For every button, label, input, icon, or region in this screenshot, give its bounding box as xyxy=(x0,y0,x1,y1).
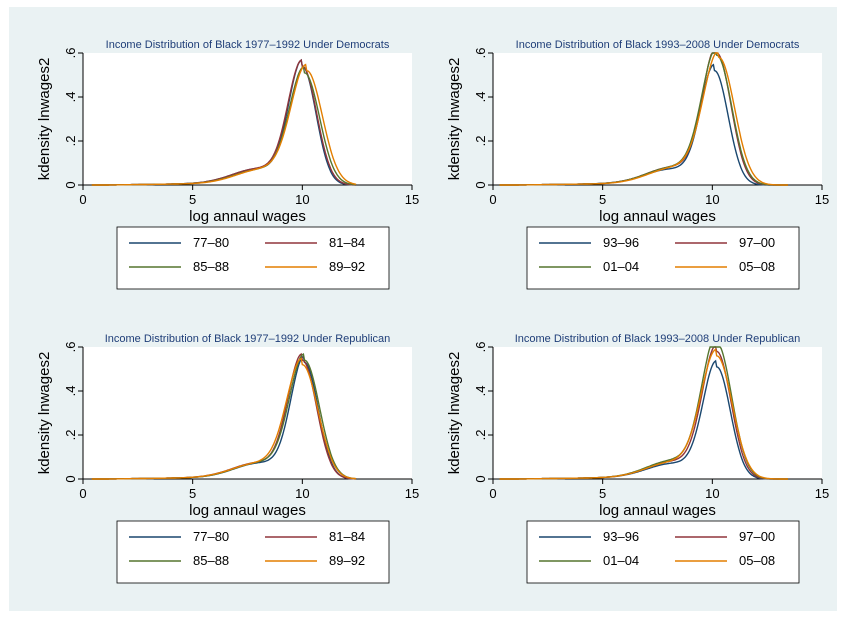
x-tick-label: 10 xyxy=(705,486,719,501)
legend-label: 89–92 xyxy=(329,259,365,274)
x-axis-label: log annaul wages xyxy=(599,502,716,519)
x-tick-label: 15 xyxy=(405,486,419,501)
y-axis-label: kdensity lnwages2 xyxy=(36,58,53,181)
legend-box xyxy=(526,226,800,290)
x-tick-label: 0 xyxy=(489,486,496,501)
x-tick-label: 0 xyxy=(489,192,496,207)
charts-canvas: Income Distribution of Black 1977–1992 U… xyxy=(36,39,829,584)
figure-panel: Income Distribution of Black 1977–1992 U… xyxy=(9,7,837,611)
legend-label: 85–88 xyxy=(193,259,229,274)
chart-panel-3: Income Distribution of Black 1977–1992 U… xyxy=(36,333,419,584)
x-tick-label: 5 xyxy=(189,192,196,207)
legend-label: 89–92 xyxy=(329,553,365,568)
legend-box xyxy=(116,226,390,290)
x-tick-label: 5 xyxy=(599,486,606,501)
y-tick-label: 0 xyxy=(473,181,488,188)
y-tick-label: .2 xyxy=(473,136,488,147)
x-tick-label: 15 xyxy=(815,486,829,501)
legend-label: 05–08 xyxy=(739,259,775,274)
x-axis-label: log annaul wages xyxy=(189,502,306,519)
legend-label: 93–96 xyxy=(603,235,639,250)
legend-label: 85–88 xyxy=(193,553,229,568)
plot-area xyxy=(493,53,822,185)
x-tick-label: 10 xyxy=(295,192,309,207)
y-axis-label: kdensity lnwages2 xyxy=(446,58,463,181)
legend-label: 93–96 xyxy=(603,529,639,544)
series-line-4 xyxy=(91,63,357,186)
chart-panel-4: Income Distribution of Black 1993–2008 U… xyxy=(446,333,829,584)
y-tick-label: .2 xyxy=(63,136,78,147)
legend-label: 81–84 xyxy=(329,529,365,544)
x-tick-label: 15 xyxy=(815,192,829,207)
x-axis-label: log annaul wages xyxy=(189,208,306,225)
legend-box xyxy=(116,520,390,584)
legend-label: 77–80 xyxy=(193,235,229,250)
x-tick-label: 10 xyxy=(295,486,309,501)
series-line-4 xyxy=(91,357,357,480)
x-tick-label: 5 xyxy=(189,486,196,501)
chart-title: Income Distribution of Black 1977–1992 U… xyxy=(106,39,390,51)
y-tick-label: .4 xyxy=(63,92,78,103)
x-tick-label: 0 xyxy=(79,486,86,501)
legend: 77–80 81–84 85–88 89–92 xyxy=(116,226,390,290)
y-tick-label: .4 xyxy=(473,92,488,103)
y-tick-label: .6 xyxy=(473,342,488,353)
chart-title: Income Distribution of Black 1993–2008 U… xyxy=(515,333,801,345)
legend-label: 05–08 xyxy=(739,553,775,568)
y-axis-label: kdensity lnwages2 xyxy=(36,352,53,475)
chart-panel-1: Income Distribution of Black 1977–1992 U… xyxy=(36,39,419,290)
legend-label: 97–00 xyxy=(739,235,775,250)
legend-label: 01–04 xyxy=(603,259,639,274)
legend-label: 77–80 xyxy=(193,529,229,544)
legend: 77–80 81–84 85–88 89–92 xyxy=(116,520,390,584)
x-tick-label: 0 xyxy=(79,192,86,207)
x-axis-label: log annaul wages xyxy=(599,208,716,225)
legend-box xyxy=(526,520,800,584)
chart-title: Income Distribution of Black 1977–1992 U… xyxy=(105,333,391,345)
y-tick-label: .4 xyxy=(63,386,78,397)
legend: 93–96 97–00 01–04 05–08 xyxy=(526,520,800,584)
chart-panel-2: Income Distribution of Black 1993–2008 U… xyxy=(446,39,829,290)
y-tick-label: .2 xyxy=(473,430,488,441)
y-tick-label: .6 xyxy=(473,48,488,59)
y-tick-label: 0 xyxy=(473,475,488,482)
plot-area xyxy=(83,53,412,185)
legend-label: 81–84 xyxy=(329,235,365,250)
legend: 93–96 97–00 01–04 05–08 xyxy=(526,226,800,290)
chart-title: Income Distribution of Black 1993–2008 U… xyxy=(516,39,800,51)
plot-area xyxy=(83,347,412,479)
y-tick-label: 0 xyxy=(63,475,78,482)
x-tick-label: 5 xyxy=(599,192,606,207)
y-tick-label: .6 xyxy=(63,342,78,353)
x-tick-label: 15 xyxy=(405,192,419,207)
legend-label: 01–04 xyxy=(603,553,639,568)
plot-area xyxy=(493,347,822,479)
y-tick-label: .6 xyxy=(63,48,78,59)
y-tick-label: 0 xyxy=(63,181,78,188)
series-line-4 xyxy=(499,52,788,186)
legend-label: 97–00 xyxy=(739,529,775,544)
y-tick-label: .4 xyxy=(473,386,488,397)
series-line-4 xyxy=(499,348,788,480)
x-tick-label: 10 xyxy=(705,192,719,207)
y-axis-label: kdensity lnwages2 xyxy=(446,352,463,475)
y-tick-label: .2 xyxy=(63,430,78,441)
